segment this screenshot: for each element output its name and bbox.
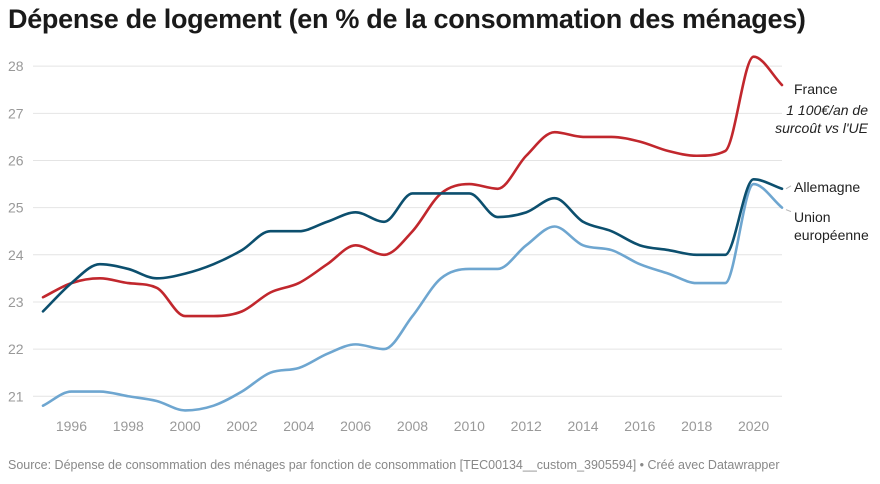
series-line-union-européenne: [41, 182, 784, 412]
x-tick-label: 2020: [738, 418, 769, 434]
y-tick-label: 23: [8, 294, 24, 310]
series-label-france: France: [794, 81, 838, 97]
y-tick-label: 21: [8, 388, 24, 404]
gridlines: [33, 65, 782, 397]
chart-title: Dépense de logement (en % de la consomma…: [8, 4, 806, 34]
x-tick-label: 2004: [283, 418, 314, 434]
label-leader-allemagne: [785, 185, 792, 190]
y-tick-label: 25: [8, 200, 24, 216]
series-label-allemagne: Allemagne: [794, 179, 860, 195]
label-leader-union-europeenne: [785, 209, 792, 213]
x-tick-label: 2008: [397, 418, 428, 434]
series-line-allemagne: [41, 178, 784, 313]
source-note: Source: Dépense de consommation des ména…: [8, 458, 780, 472]
annotation-line-1: 1 100€/an de: [786, 102, 868, 118]
x-tick-label: 2014: [567, 418, 598, 434]
x-tick-label: 1998: [113, 418, 144, 434]
y-tick-label: 28: [8, 58, 24, 74]
x-tick-label: 2016: [624, 418, 655, 434]
y-tick-label: 27: [8, 105, 24, 121]
y-tick-label: 26: [8, 152, 24, 168]
y-axis-ticks: 21 22 23 24 25 26 27 28: [8, 58, 24, 404]
y-tick-label: 24: [8, 247, 24, 263]
series-lines: [41, 55, 784, 412]
series-label-union-europeenne-1: Union: [794, 209, 831, 225]
x-tick-label: 2006: [340, 418, 371, 434]
x-axis-ticks: 1996 1998 2000 2002 2004 2006 2008 2010 2012 2014…: [56, 418, 770, 434]
x-tick-label: 2012: [511, 418, 542, 434]
y-tick-label: 22: [8, 341, 24, 357]
x-tick-label: 2010: [454, 418, 485, 434]
x-tick-label: 2018: [681, 418, 712, 434]
x-tick-label: 2000: [170, 418, 201, 434]
series-labels: France 1 100€/an de surcoût vs l'UE Allemag…: [775, 81, 869, 243]
series-label-union-europeenne-2: européenne: [794, 227, 869, 243]
x-tick-label: 2002: [226, 418, 257, 434]
x-tick-label: 1996: [56, 418, 87, 434]
series-line-france: [41, 55, 784, 318]
annotation-line-2: surcoût vs l'UE: [775, 120, 869, 136]
